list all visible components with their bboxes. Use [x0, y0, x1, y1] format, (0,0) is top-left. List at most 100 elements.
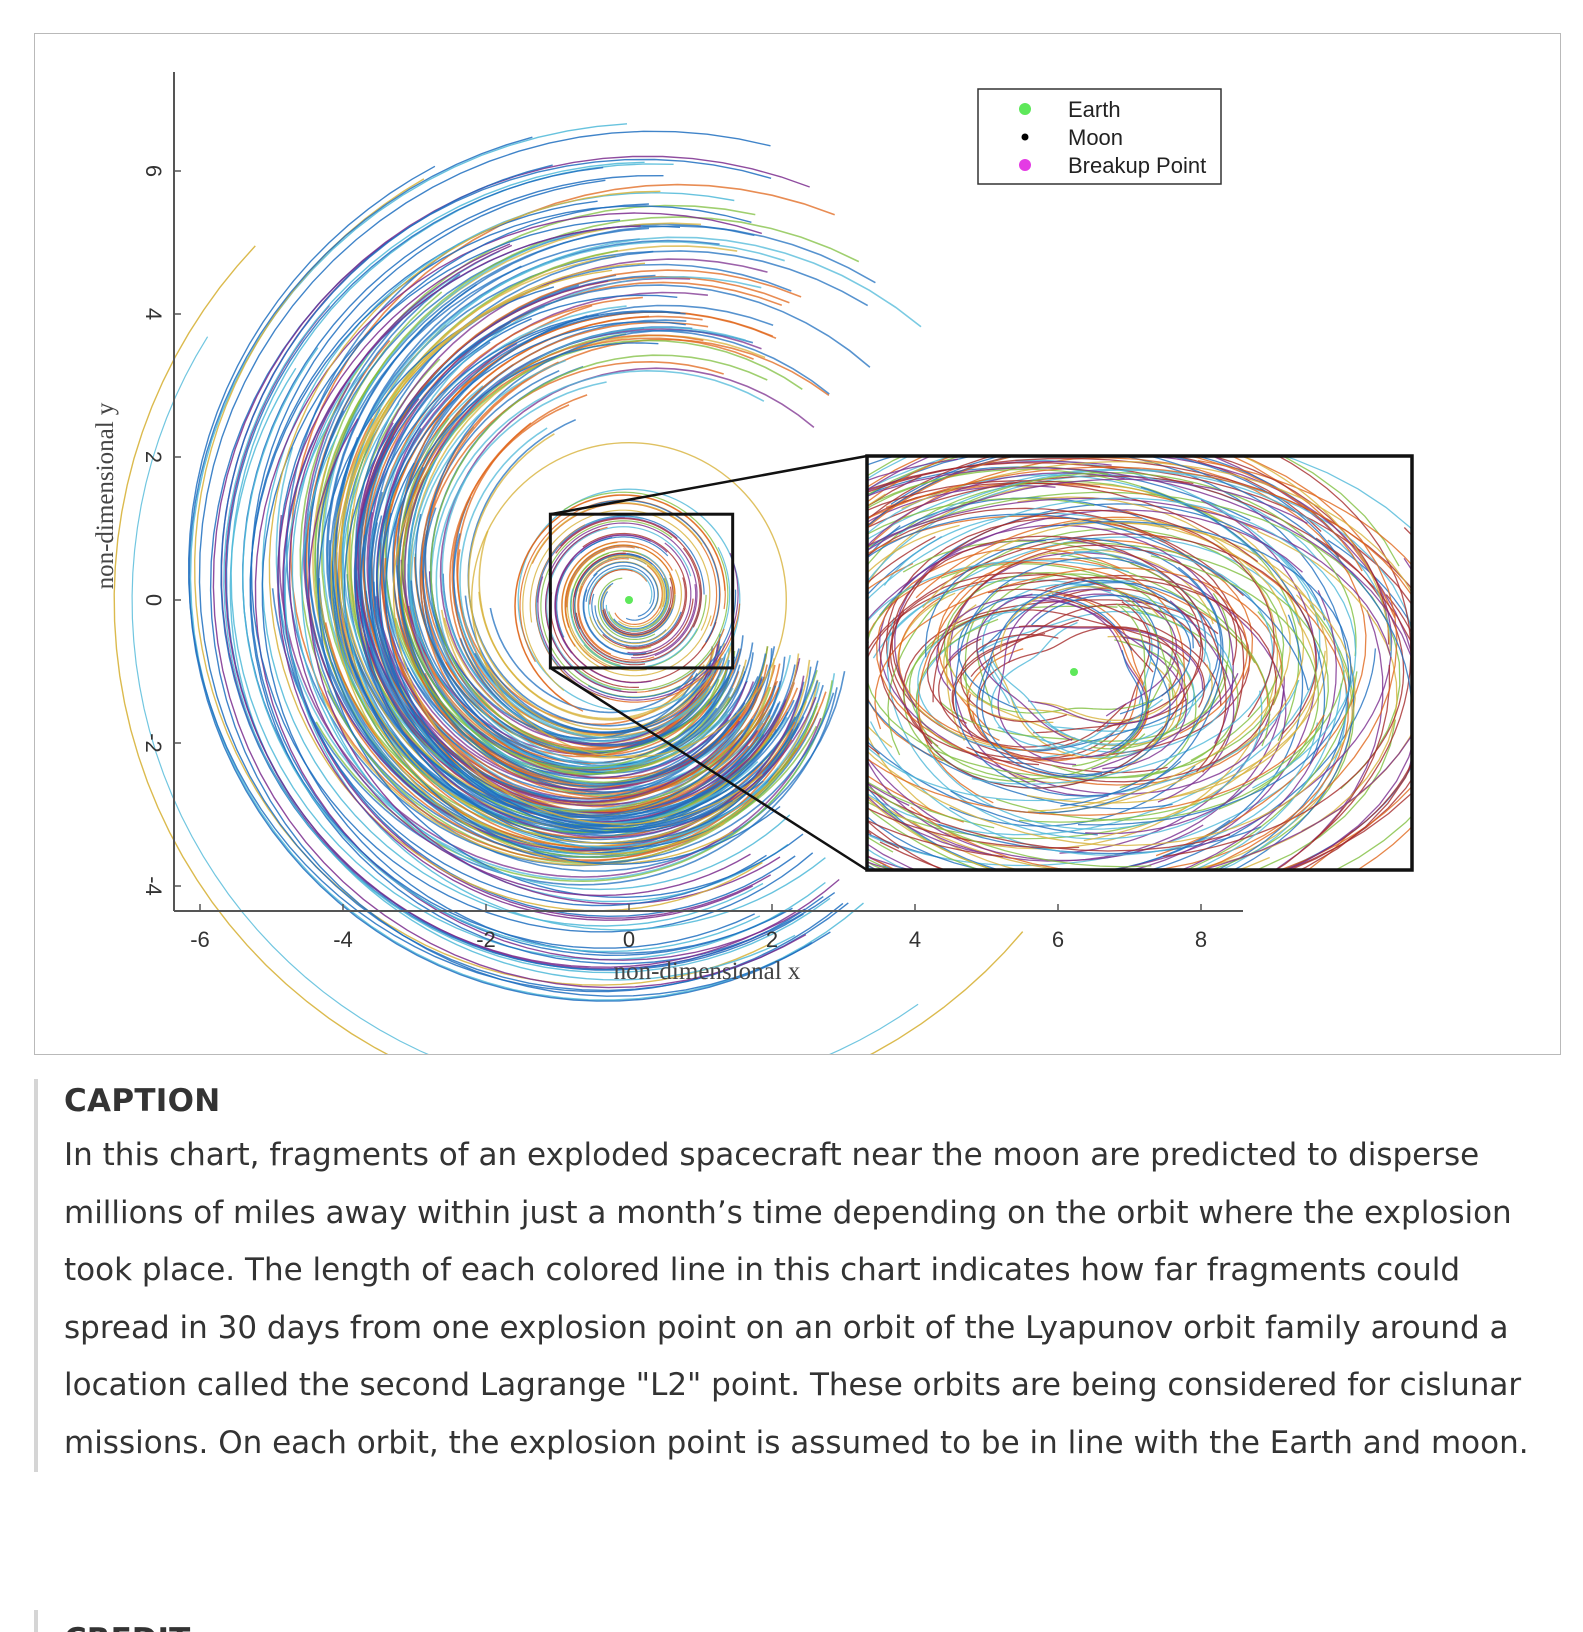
inset-tracks	[867, 456, 1412, 870]
fragment-track	[324, 622, 796, 848]
inset-track	[867, 540, 1321, 836]
inset-track	[889, 611, 1168, 774]
inset-track	[887, 528, 1285, 762]
zoom-inset	[548, 454, 1414, 872]
core-track	[582, 532, 688, 650]
fragment-track	[459, 427, 726, 739]
inset-track	[908, 605, 1118, 752]
caption-text: In this chart, fragments of an exploded …	[64, 1137, 1529, 1461]
fragment-track	[457, 612, 711, 739]
core-track	[537, 552, 739, 701]
inset-track	[932, 544, 1238, 703]
fragment-track	[278, 514, 822, 878]
inset-track	[1063, 587, 1204, 732]
legend-marker	[1021, 133, 1029, 141]
inset-track	[867, 559, 1129, 623]
inset-track	[1083, 650, 1326, 842]
inset-track	[1129, 499, 1317, 870]
fragment-track	[467, 418, 712, 727]
inset-track	[867, 509, 1303, 856]
fragment-track	[289, 244, 751, 897]
fragment-track	[399, 661, 776, 800]
inset-track	[867, 530, 1398, 870]
fragment-track	[299, 204, 819, 865]
inset-track	[1048, 595, 1154, 673]
fragment-track	[250, 179, 814, 933]
core-track	[569, 588, 698, 669]
fragment-track	[224, 304, 768, 970]
zoom-connector	[550, 454, 868, 516]
core-track	[559, 517, 678, 547]
inset-track	[867, 562, 914, 591]
x-axis-label: non-dimensional x	[614, 958, 801, 985]
inset-track	[867, 456, 1398, 870]
y-tick-label: 2	[141, 451, 166, 463]
core-track	[531, 502, 718, 627]
inset-track	[867, 456, 1412, 867]
inset-track	[867, 480, 1101, 858]
legend-box	[977, 88, 1222, 185]
inset-track	[867, 590, 1337, 870]
inset-track	[867, 557, 1412, 870]
inset-track	[867, 456, 1396, 870]
inset-track	[1276, 456, 1412, 843]
inset-track	[867, 466, 1412, 598]
fragment-track	[209, 158, 831, 997]
fragment-track	[354, 318, 744, 845]
inset-track	[915, 516, 1143, 599]
core-track	[600, 573, 675, 637]
legend-label: Earth	[1068, 97, 1121, 122]
inset-track	[1015, 705, 1146, 724]
inset-track	[867, 577, 1356, 847]
inset-track	[999, 586, 1160, 651]
fragment-track	[271, 588, 838, 886]
core-track	[575, 547, 701, 663]
inset-track	[867, 525, 1002, 870]
core-track	[556, 537, 613, 638]
legend-label: Moon	[1068, 125, 1123, 150]
fragment-track	[379, 462, 764, 834]
fragment-track	[350, 358, 773, 827]
inset-track	[979, 581, 1219, 753]
inset-track	[891, 535, 1227, 773]
credit-heading: CREDIT	[64, 1618, 1554, 1632]
fragment-track	[441, 468, 709, 743]
core-track	[613, 553, 668, 630]
legend-marker	[1019, 159, 1031, 171]
core-track	[585, 565, 655, 617]
fragment-track	[284, 365, 826, 931]
core-track	[589, 616, 652, 651]
inset-track	[950, 566, 1224, 814]
inset-track	[915, 618, 1146, 780]
inset-track	[867, 522, 964, 823]
inset-track	[1026, 622, 1317, 804]
inset-track	[1185, 592, 1231, 740]
inset-track	[1091, 673, 1239, 770]
y-axis-label: non-dimensional y	[92, 402, 119, 589]
inset-track	[867, 482, 1259, 852]
inset-track	[990, 621, 1112, 748]
y-tick-label: 4	[141, 308, 166, 320]
inset-track	[1049, 552, 1256, 664]
inset-track	[957, 594, 1133, 710]
legend-marker	[1019, 103, 1031, 115]
inset-track	[867, 467, 1412, 870]
inset-track	[997, 606, 1234, 753]
zoom-connector	[549, 666, 868, 872]
inset-track	[867, 561, 1269, 762]
core-track	[594, 568, 648, 586]
inset-track	[1027, 636, 1183, 725]
core-track	[572, 552, 646, 666]
fragment-track	[316, 238, 835, 864]
core-track	[632, 598, 694, 656]
fragment-track	[430, 354, 768, 753]
inset-track	[867, 671, 1358, 870]
inset-track	[992, 649, 1178, 760]
inset-track	[948, 625, 1204, 690]
inset-track	[989, 662, 1149, 758]
inset-track	[1150, 555, 1319, 810]
inset-track	[867, 466, 1152, 868]
y-tick-label: 0	[141, 594, 166, 606]
inset-track	[867, 456, 1397, 870]
core-track	[588, 567, 653, 639]
